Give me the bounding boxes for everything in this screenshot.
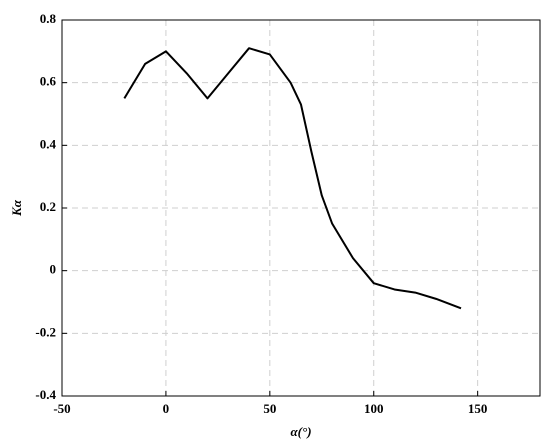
x-axis-label: α(°)	[290, 424, 311, 439]
data-line	[123, 47, 462, 310]
y-axis-label: Kα	[9, 199, 24, 217]
y-tick-label: 0.4	[40, 136, 57, 151]
x-tick-label: 0	[163, 401, 170, 416]
y-tick-label: -0.2	[35, 324, 56, 339]
x-tick-label: 100	[364, 401, 384, 416]
x-tick-label: 50	[263, 401, 276, 416]
y-tick-label: 0.6	[40, 74, 57, 89]
x-tick-label: 150	[468, 401, 488, 416]
y-tick-label: 0.8	[40, 11, 57, 26]
plot-frame	[61, 19, 541, 397]
y-tick-label: 0.2	[40, 199, 56, 214]
y-tick-label: 0	[50, 262, 57, 277]
x-tick-label: -50	[53, 401, 70, 416]
y-tick-label: -0.4	[35, 387, 56, 402]
